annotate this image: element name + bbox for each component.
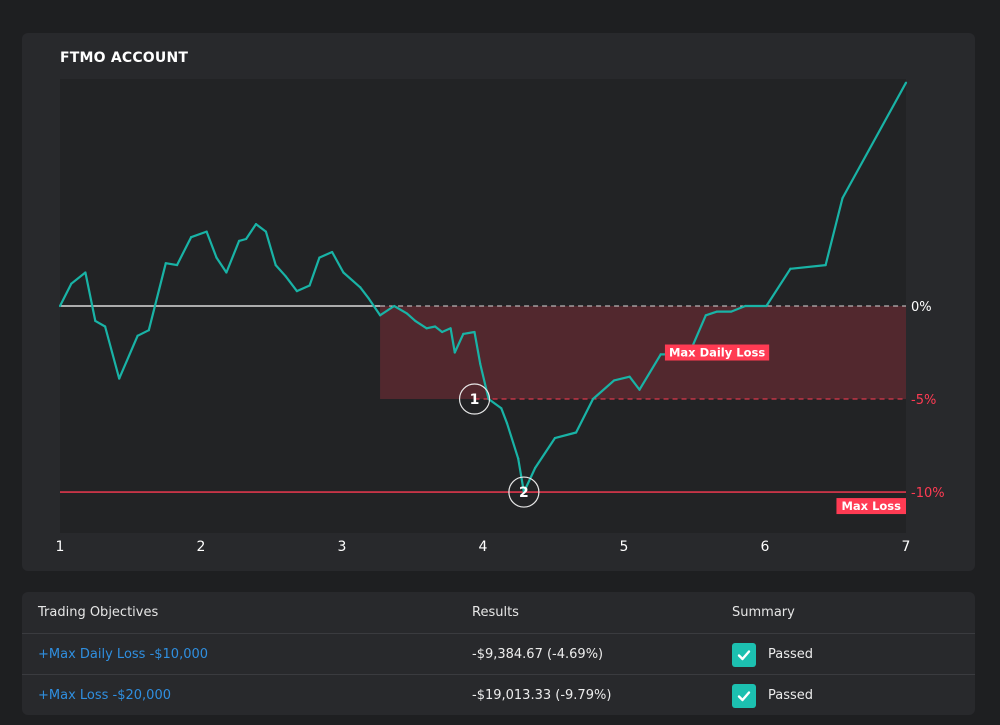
series-point [441,330,444,334]
series-point [453,351,456,354]
y-tick-label: 0% [911,300,932,315]
series-point [84,271,87,274]
equity-series-line [59,82,907,494]
series-point [479,362,482,365]
series-point [534,466,537,469]
series-point [553,437,557,440]
series-point [274,263,277,267]
x-tick-label: 3 [338,539,347,555]
series-point [433,325,437,328]
result-max-loss: -$19,013.33 (-9.79%) [472,688,612,703]
series-point [591,397,595,401]
max-daily-loss-badge [664,344,770,361]
series-point [331,250,334,254]
series-point [462,332,465,336]
series-point [378,314,382,317]
series-point [118,377,121,380]
series-point [264,230,267,233]
series-point [765,304,768,308]
series-point [704,314,707,317]
series-point [284,275,287,278]
status-passed: Passed [768,688,814,703]
series-point [425,327,428,330]
series-point [245,237,248,241]
series-point [94,319,97,322]
x-tick-label: 5 [620,539,629,555]
series-point [254,223,258,226]
x-tick-label: 6 [761,539,770,555]
annotation-marker-2 [508,476,540,508]
table-header-row: Trading Objectives Results Summary [22,592,975,633]
series-point [789,267,792,270]
objective-max-daily-loss-link[interactable]: +Max Daily Loss -$10,000 [38,647,209,662]
series-point [841,196,844,200]
annotation-label-1: 1 [470,392,480,408]
series-point [730,310,733,313]
y-tick-label: -10% [911,486,945,501]
max-daily-loss-label: Max Daily Loss [669,346,765,360]
trading-objectives-table: Trading Objectives Results Summary +Max … [22,592,975,715]
series-point [215,256,218,259]
x-tick-label: 7 [902,539,911,555]
x-tick-label: 1 [56,539,65,555]
series-point [517,457,520,460]
annotation-marker-1 [458,383,491,415]
chart-title: FTMO ACCOUNT [60,50,189,66]
y-tick-label: -5% [911,393,936,408]
status-passed: Passed [768,647,814,662]
series-point [164,262,167,265]
table-row: +Max Loss -$20,000 -$19,013.33 (-9.79%) … [22,674,975,715]
series-point [175,263,179,267]
series-point [473,330,476,334]
series-point [104,325,107,328]
table-row: +Max Daily Loss -$10,000 -$9,384.67 (-4.… [22,633,975,675]
series-point [225,271,228,274]
series-point [237,239,241,242]
x-tick-label: 2 [197,539,206,555]
header-results: Results [472,605,519,620]
series-point [505,422,509,425]
series-point [628,375,631,378]
header-summary: Summary [732,605,795,620]
max-loss-badge [836,498,906,515]
chart-card: FTMO ACCOUNT 1 2 Max Daily Loss 0% -5% -10% M… [22,33,975,571]
result-max-daily-loss: -$9,384.67 (-4.69%) [472,647,604,662]
objective-max-loss-link[interactable]: +Max Loss -$20,000 [38,688,171,703]
header-trading-objectives: Trading Objectives [38,605,159,620]
series-point [904,81,908,84]
series-point [824,263,827,267]
series-point [449,327,452,330]
series-point [318,256,321,259]
series-point [613,379,616,382]
series-point [205,230,208,233]
series-point [359,286,362,289]
series-point [136,334,139,337]
equity-chart: 1 2 Max Daily Loss 0% -5% -10% Max Loss 1 2 3 4 5 6… [56,79,945,555]
check-icon [732,642,756,667]
series-point [308,284,311,287]
series-point [342,271,345,274]
summary-max-loss: Passed [732,675,813,715]
x-tick-label: 4 [479,539,488,555]
series-point [70,282,73,285]
series-point [190,236,193,239]
series-point [715,310,719,313]
series-point [393,304,396,308]
series-point [414,319,417,322]
check-icon [732,683,756,708]
max-loss-label: Max Loss [841,499,901,513]
series-point [744,304,747,308]
series-point [367,297,370,300]
summary-max-daily-loss: Passed [732,634,813,675]
series-point [405,312,408,315]
series-point [58,304,62,308]
series-point [574,431,578,434]
series-point [659,353,662,356]
series-point [500,407,503,410]
series-point [147,329,150,332]
series-point [295,290,298,293]
annotation-label-2: 2 [519,485,529,501]
series-point [638,388,641,391]
series-point [522,490,525,494]
